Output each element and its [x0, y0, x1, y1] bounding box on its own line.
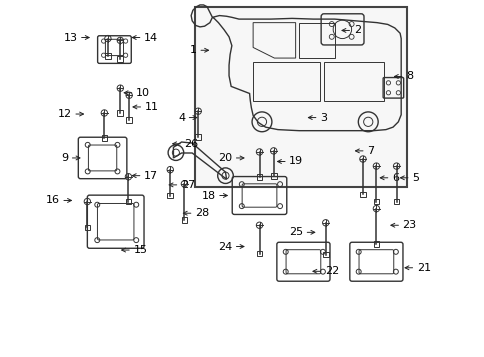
Text: 21: 21: [416, 263, 430, 273]
Bar: [117, 110, 123, 116]
Text: 8: 8: [405, 71, 412, 81]
Bar: [373, 241, 378, 247]
Bar: [373, 199, 378, 204]
Text: 4: 4: [178, 112, 185, 122]
Bar: [101, 135, 107, 141]
Text: 20: 20: [218, 153, 232, 163]
Bar: [393, 199, 399, 204]
Text: 7: 7: [366, 146, 374, 156]
Text: 26: 26: [184, 139, 198, 149]
Text: 15: 15: [133, 245, 147, 255]
Bar: [195, 134, 201, 140]
Text: 24: 24: [217, 242, 232, 252]
Text: 1: 1: [189, 45, 197, 55]
Text: 5: 5: [411, 173, 418, 183]
Text: 27: 27: [181, 180, 195, 190]
Text: 17: 17: [144, 171, 158, 181]
Text: 14: 14: [144, 32, 158, 42]
Text: 2: 2: [353, 25, 360, 35]
Bar: [270, 173, 276, 178]
Text: 12: 12: [58, 109, 72, 119]
Text: 3: 3: [319, 112, 326, 122]
Bar: [105, 54, 110, 59]
Bar: [194, 7, 407, 187]
Text: 22: 22: [324, 266, 338, 276]
Text: 16: 16: [45, 196, 60, 206]
Text: 28: 28: [195, 208, 209, 218]
Text: 19: 19: [288, 156, 303, 166]
Bar: [256, 251, 262, 256]
Bar: [126, 117, 132, 123]
Text: 13: 13: [63, 32, 77, 42]
Text: 18: 18: [201, 191, 215, 201]
Bar: [256, 174, 262, 180]
Bar: [117, 56, 123, 62]
Text: 25: 25: [288, 227, 302, 237]
Bar: [359, 192, 365, 197]
Bar: [167, 193, 173, 198]
Bar: [181, 217, 187, 223]
Text: 11: 11: [144, 102, 158, 112]
Bar: [84, 225, 90, 230]
Text: 6: 6: [391, 173, 398, 183]
Bar: [125, 199, 131, 204]
Text: 23: 23: [402, 220, 416, 230]
Text: 10: 10: [136, 88, 150, 98]
Bar: [322, 252, 328, 257]
Text: 9: 9: [61, 153, 68, 163]
